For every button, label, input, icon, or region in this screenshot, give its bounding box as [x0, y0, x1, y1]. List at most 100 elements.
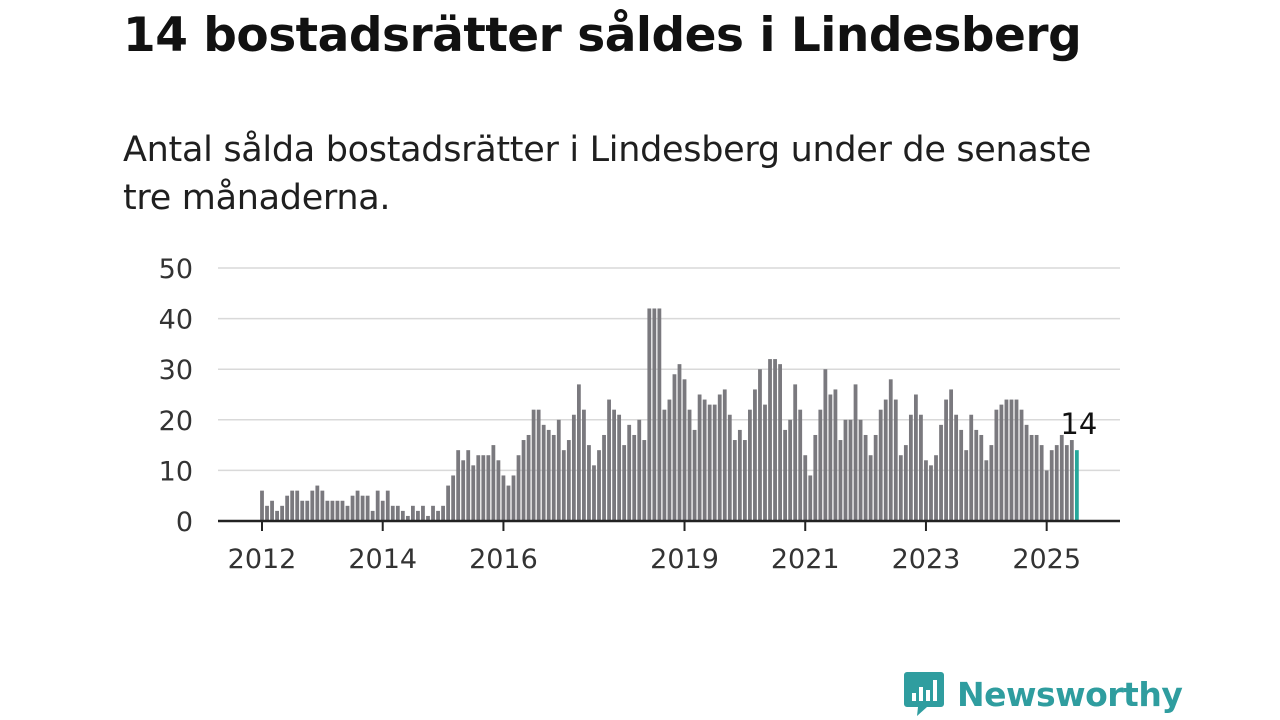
bar — [657, 308, 662, 521]
bar — [411, 505, 415, 521]
bar — [561, 450, 566, 521]
bar — [345, 505, 350, 521]
bar — [748, 409, 752, 521]
bar — [310, 490, 315, 521]
bar — [441, 505, 445, 521]
bar — [944, 399, 948, 521]
bar — [330, 500, 335, 521]
bar — [632, 434, 637, 521]
bar — [1054, 445, 1059, 521]
bar — [949, 389, 954, 521]
bar — [270, 500, 274, 521]
bar — [853, 384, 858, 521]
bar — [793, 384, 798, 521]
bar — [823, 369, 828, 521]
bar — [466, 450, 471, 521]
bar — [999, 404, 1004, 521]
x-tick-label: 2023 — [892, 544, 961, 575]
bar — [491, 445, 496, 521]
bar — [732, 440, 737, 521]
bar — [682, 379, 687, 521]
x-tick-label: 2016 — [469, 544, 538, 575]
bar — [556, 419, 561, 521]
bar — [783, 429, 788, 521]
bar — [768, 359, 772, 521]
bar — [984, 460, 989, 521]
bar — [662, 409, 667, 521]
y-tick-label: 40 — [159, 305, 193, 336]
bar — [959, 429, 964, 521]
bar — [929, 465, 933, 521]
newsworthy-logo-icon — [904, 672, 944, 716]
bar — [843, 419, 848, 521]
bar — [1034, 434, 1039, 521]
bar — [1044, 470, 1049, 521]
bar — [421, 505, 425, 521]
highlight-bar — [1074, 450, 1079, 521]
bar — [400, 510, 405, 521]
bar — [315, 485, 320, 521]
x-tick-label: 2012 — [228, 544, 297, 575]
bar — [592, 465, 596, 521]
bar — [667, 399, 672, 521]
newsworthy-logo: Newsworthy — [903, 670, 1183, 718]
bar — [1019, 409, 1024, 521]
bar — [954, 414, 959, 521]
bar — [878, 409, 883, 521]
bar — [551, 434, 556, 521]
y-tick-label: 50 — [159, 254, 193, 285]
x-tick-label: 2025 — [1012, 544, 1081, 575]
y-tick-label: 10 — [159, 456, 193, 487]
bar — [285, 495, 290, 521]
bar-chart: 0 10 20 30 40 50 14 2012 2014 2016 2019 2021 2023 202… — [159, 254, 1120, 575]
bar — [526, 434, 531, 521]
bar — [727, 414, 732, 521]
bar — [712, 404, 717, 521]
bar — [1029, 434, 1034, 521]
bar — [994, 409, 999, 521]
bar — [1004, 399, 1009, 521]
bar — [924, 460, 928, 521]
bar — [390, 505, 395, 521]
y-tick-label: 20 — [159, 406, 193, 437]
bar — [431, 505, 435, 521]
bar — [707, 404, 712, 521]
bar — [461, 460, 466, 521]
bar — [496, 460, 501, 521]
page-title: 14 bostadsrätter såldes i Lindesberg — [123, 8, 1082, 63]
bar — [531, 409, 536, 521]
highlight-value-label: 14 — [1060, 407, 1097, 441]
x-tick-label: 2014 — [348, 544, 417, 575]
brand-name: Newsworthy — [957, 674, 1183, 714]
bar — [571, 414, 576, 521]
bar — [582, 409, 586, 521]
bar — [541, 424, 546, 521]
bar — [1024, 424, 1029, 521]
bar — [260, 490, 264, 521]
bar — [385, 490, 390, 521]
bar — [627, 424, 632, 521]
bar — [914, 394, 918, 521]
bar — [1064, 445, 1069, 521]
bar — [355, 490, 360, 521]
bar — [753, 389, 757, 521]
bar — [516, 455, 521, 521]
bar — [275, 510, 279, 521]
bar — [395, 505, 400, 521]
bar — [451, 475, 456, 521]
bar — [828, 394, 833, 521]
bar — [637, 419, 642, 521]
bar — [903, 445, 908, 521]
bar — [888, 379, 893, 521]
bar — [778, 364, 782, 521]
bar — [486, 455, 491, 521]
bar — [737, 429, 742, 521]
bar — [908, 414, 913, 521]
bar — [320, 490, 325, 521]
bar — [1039, 445, 1044, 521]
bar — [426, 515, 430, 521]
bar — [446, 485, 451, 521]
bar — [702, 399, 707, 521]
bar — [898, 455, 903, 521]
bar — [476, 455, 481, 521]
